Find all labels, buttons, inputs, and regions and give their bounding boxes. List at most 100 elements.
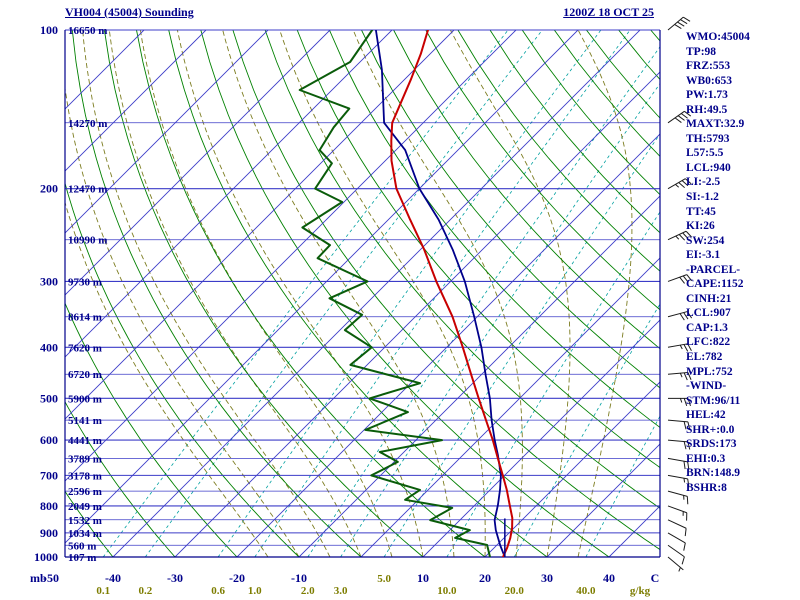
stat-line: HEL:42 (686, 409, 726, 422)
pressure-label: 500 (40, 391, 58, 405)
stat-line: LFC:822 (686, 336, 731, 349)
stat-line: TP:98 (686, 45, 717, 58)
stat-line: BRN:148.9 (686, 467, 740, 480)
height-label: 16650 m (68, 25, 107, 37)
wind-barb (667, 519, 687, 537)
stat-line: TH:5793 (686, 132, 730, 145)
stat-line: EHI:0.3 (686, 452, 726, 465)
stat-line: SHR+:0.0 (686, 423, 735, 436)
temp-axis-label: 10 (417, 571, 429, 585)
height-label: 3178 m (68, 470, 102, 482)
pressure-label: 300 (40, 274, 58, 288)
pressure-label: 400 (40, 340, 58, 354)
pressure-label: 600 (40, 433, 58, 447)
axis-labels: 100 200 300 400 500 600 700 800 900 1000 16650 m 14… (30, 23, 659, 597)
wind-barb-column (667, 16, 693, 572)
stat-line: CINH:21 (686, 292, 732, 305)
height-label: 1532 m (68, 515, 102, 527)
stat-line: PW:1.73 (686, 89, 728, 102)
mixing-ratio-label: 20.0 (505, 585, 525, 597)
height-label: 5900 m (68, 393, 102, 405)
height-label: 2049 m (68, 501, 102, 513)
stat-line: MPL:752 (686, 365, 733, 378)
stat-line: CAP:1.3 (686, 321, 728, 334)
temp-axis-label: -30 (167, 571, 183, 585)
height-label: 12470 m (68, 184, 107, 196)
height-label: 8614 m (68, 312, 102, 324)
isotherm-grid (65, 30, 660, 557)
height-label: 4441 m (68, 435, 102, 447)
temp-axis-label: 20 (479, 571, 491, 585)
height-label: 1034 m (68, 528, 102, 540)
pressure-label: 1000 (34, 550, 58, 564)
pressure-unit-label: mb (30, 571, 47, 585)
stat-line: RH:49.5 (686, 103, 728, 116)
pressure-label: 200 (40, 182, 58, 196)
mixing-ratio-label: 0.1 (96, 585, 110, 597)
stat-line: EI:-3.1 (686, 249, 721, 262)
stat-line: WMO:45004 (686, 31, 750, 43)
wind-barb (667, 532, 686, 551)
stat-line: FRZ:553 (686, 60, 731, 73)
mixing-ratio-label: 2.0 (301, 585, 315, 597)
wind-barb (667, 505, 688, 521)
isobar-grid (65, 29, 660, 558)
stat-line: WB0:653 (686, 74, 732, 87)
mixing-ratio-label: 10.0 (437, 585, 457, 597)
pressure-label: 900 (40, 526, 58, 540)
wind-barb (667, 556, 684, 572)
temp-axis-label: -50 (43, 571, 59, 585)
stat-line: -PARCEL- (686, 263, 741, 276)
mixing-ratio-label: 40.0 (576, 585, 596, 597)
pressure-label: 700 (40, 468, 58, 482)
height-label: 9730 m (68, 276, 102, 288)
pressure-label: 100 (40, 23, 58, 37)
height-label: 10990 m (68, 235, 107, 247)
wind-barb (667, 457, 690, 470)
height-label: 7620 m (68, 342, 102, 354)
mixing-ratio-label: 3.0 (334, 585, 348, 597)
parcel-curve (374, 30, 506, 557)
wind-barb (667, 419, 691, 430)
stat-line: SI:-1.2 (686, 191, 719, 204)
temp-axis-label: 40 (603, 571, 615, 585)
stat-line: -WIND- (686, 380, 727, 393)
height-label: 560 m (68, 540, 96, 552)
stat-line: SW:254 (686, 234, 725, 247)
temp-axis-label: 30 (541, 571, 553, 585)
wind-barb (667, 490, 689, 505)
height-label: 14270 m (68, 118, 107, 130)
stat-line: L57:5.5 (686, 147, 724, 160)
wind-barb (667, 544, 685, 565)
stat-line: SRDS:173 (686, 438, 737, 451)
stat-line: LCL:907 (686, 307, 731, 320)
stat-line: KI:26 (686, 220, 715, 233)
mixing-ratio-label: 1.0 (248, 585, 262, 597)
mixing-unit-label: g/kg (630, 585, 651, 597)
wind-barb (668, 397, 691, 407)
stat-line: TT:45 (686, 205, 716, 218)
stat-line: LI:-2.5 (686, 176, 721, 189)
stat-line: CAPE:1152 (686, 278, 744, 291)
height-label: 6720 m (68, 369, 102, 381)
stats-panel: WMO:45004 TP:98 FRZ:553 WB0:653 PW:1.73 RH:49… (686, 30, 750, 496)
stat-line: BSHR:8 (686, 481, 727, 494)
temp-axis-label: -10 (291, 571, 307, 585)
wind-barb (667, 110, 692, 124)
stat-line: MAXT:32.9 (686, 118, 745, 131)
temp-axis-label: -40 (105, 571, 121, 585)
wind-barb (667, 16, 691, 31)
mixing-ratio-label: 0.2 (138, 585, 152, 597)
plot-frame (64, 30, 661, 558)
wind-barb (667, 474, 690, 487)
wind-barb (667, 274, 693, 284)
stat-line: LCL:940 (686, 161, 731, 174)
sounding-title: VH004 (45004) Sounding (65, 5, 194, 19)
stat-line: STM:96/11 (686, 394, 741, 407)
stat-line: EL:782 (686, 351, 723, 364)
temp-axis-label: -20 (229, 571, 245, 585)
temp-unit-label: C (651, 571, 660, 585)
wind-barb (667, 178, 692, 190)
wind-barb (667, 439, 691, 450)
